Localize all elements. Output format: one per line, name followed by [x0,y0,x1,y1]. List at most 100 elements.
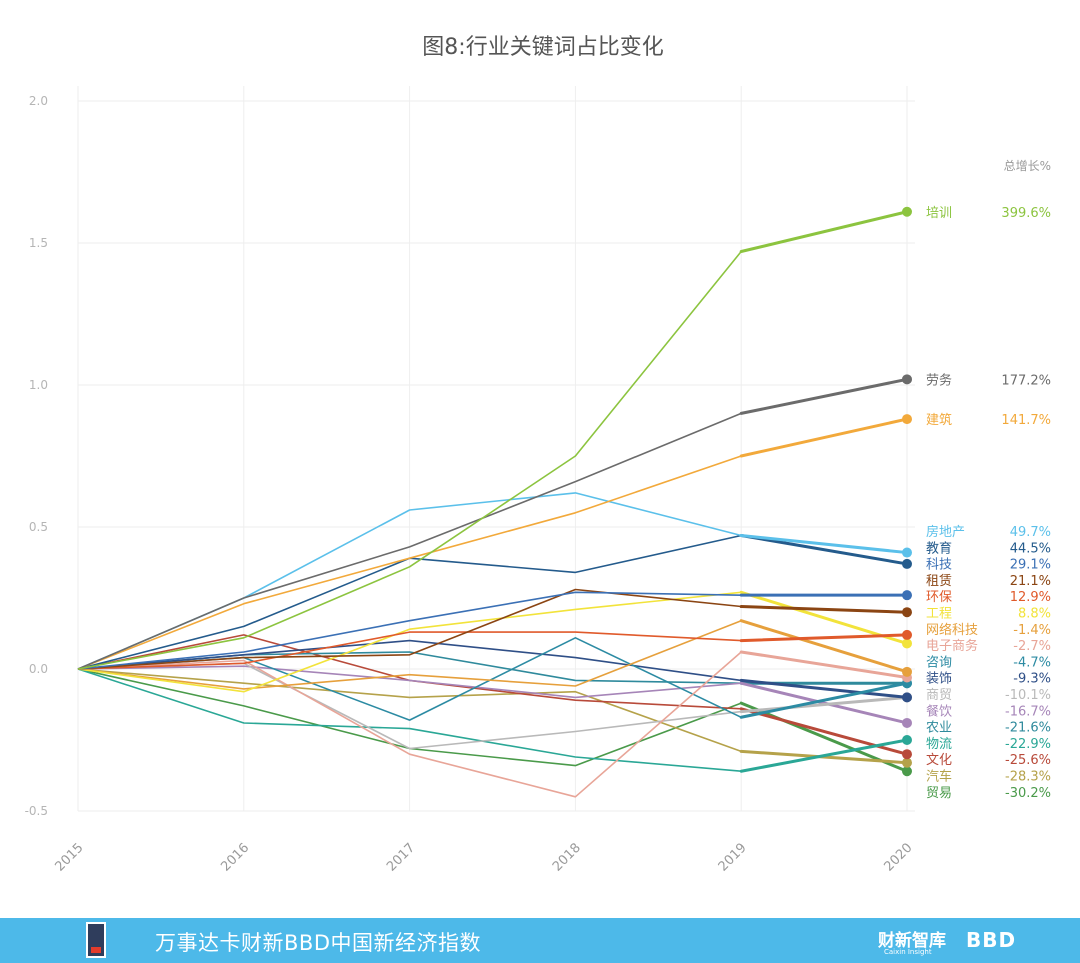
series-end-marker [902,547,912,558]
series-final-segment [739,377,909,415]
series-物流 [77,668,912,773]
x-tick-label: 2019 [716,841,750,875]
series-line [77,668,742,753]
line-chart: 图8:行业关键词占比变化 2.01.51.00.50.0-0.5 2015 201… [25,35,1051,875]
series-line [77,665,742,699]
series-line [77,651,742,798]
series-final-segment [739,417,909,458]
legend-growth: -22.9% [1005,737,1051,752]
bbd-logo: BBD [966,928,1017,952]
series-final-segment [739,695,909,714]
series-end-marker [902,374,912,385]
series-line [77,639,742,682]
series-end-marker [902,607,912,618]
legend-growth: 21.1% [1010,574,1051,589]
series-final-segment [739,650,909,680]
legend-label: 工程 [926,607,952,622]
series-final-segment [739,619,909,674]
series-line [77,250,742,670]
legend-growth: 8.8% [1018,607,1051,622]
legend-label: 咨询 [926,655,952,670]
footer-bar: 万事达卡财新BBD中国新经济指数 财新智库 Caixin Insight BBD [0,918,1080,963]
grid [77,86,915,812]
legend-label: 文化 [926,753,952,768]
series-装饰 [77,639,912,703]
series-end-marker [902,757,912,768]
series-建筑 [77,414,912,670]
y-tick-label: -0.5 [25,804,48,818]
series-end-marker [902,717,912,728]
series-end-marker [902,414,912,425]
series-line [77,668,742,772]
y-axis: 2.0 1.5 1.0 0.5 0.0 -0.5 [25,94,48,818]
x-tick-label: 2020 [882,841,916,875]
legend-label: 劳务 [926,372,952,388]
series-final-segment [739,738,909,773]
legend-growth: -10.1% [1005,688,1051,703]
x-tick-label: 2016 [218,841,252,875]
legend-growth: 141.7% [1001,413,1051,428]
series-final-segment [739,534,909,566]
legend-label: 汽车 [926,769,952,785]
series-end-marker [902,692,912,703]
legend-label: 房地产 [926,524,965,540]
series-lines [77,206,912,798]
series-科技 [77,590,912,670]
legend-growth: -4.7% [1013,655,1051,670]
series-环保 [77,629,912,670]
series-line [77,631,742,670]
series-final-segment [739,534,909,555]
legend-growth: -28.3% [1005,770,1051,785]
legend-growth: -2.7% [1013,639,1051,654]
legend-growth: 49.7% [1010,525,1051,540]
series-line [77,619,742,690]
caixin-brand: 财新智库 [878,931,946,951]
legend-growth: 399.6% [1001,206,1051,221]
legend-growth: -21.6% [1005,721,1051,736]
legend-label: 培训 [926,205,952,221]
series-line [77,591,742,670]
x-tick-label: 2018 [550,841,584,875]
legend-label: 环保 [926,590,952,605]
series-end-marker [902,629,912,640]
legend-label: 装饰 [926,672,952,687]
index-logo-icon [86,922,106,958]
legend-growth: 12.9% [1010,590,1051,605]
series-end-marker [902,666,912,677]
legend-label: 网络科技 [926,622,978,638]
legend-growth: 44.5% [1010,541,1051,556]
x-tick-label: 2017 [384,841,418,875]
series-final-segment [739,678,909,699]
series-line [77,412,742,670]
y-tick-label: 0.5 [29,520,48,534]
series-培训 [77,206,912,670]
legend-label: 科技 [926,558,952,573]
series-line [77,455,742,670]
x-tick-label: 2015 [53,841,87,875]
x-axis: 2015 2016 2017 2018 2019 2020 [53,841,916,875]
legend-growth: -16.7% [1005,704,1051,719]
footer-title: 万事达卡财新BBD中国新经济指数 [155,931,481,955]
series-商贸 [77,662,912,750]
legend-growth: 29.1% [1010,558,1051,573]
legend-header: 总增长% [1004,159,1051,173]
legend-label: 贸易 [926,786,952,801]
series-line [77,588,742,670]
legend: 总增长% 培训 399.6% 劳务 177.2% 建筑 141.7% 房地产 49.7% 教育 4… [926,159,1051,801]
legend-label: 租赁 [926,574,952,589]
legend-label: 电子商务 [926,638,978,654]
series-end-marker [902,735,912,745]
y-tick-label: 0.0 [29,662,48,676]
series-end-marker [902,638,912,649]
series-租赁 [77,588,912,670]
legend-label: 建筑 [926,412,952,428]
caixin-brand-sub: Caixin Insight [884,948,932,956]
legend-growth: -9.3% [1013,672,1051,687]
series-end-marker [902,590,912,601]
legend-growth: -30.2% [1005,786,1051,801]
y-tick-label: 1.0 [29,378,48,392]
legend-growth: -25.6% [1005,753,1051,768]
legend-growth: 177.2% [1001,373,1051,388]
series-line [77,591,742,693]
series-end-marker [902,766,912,777]
